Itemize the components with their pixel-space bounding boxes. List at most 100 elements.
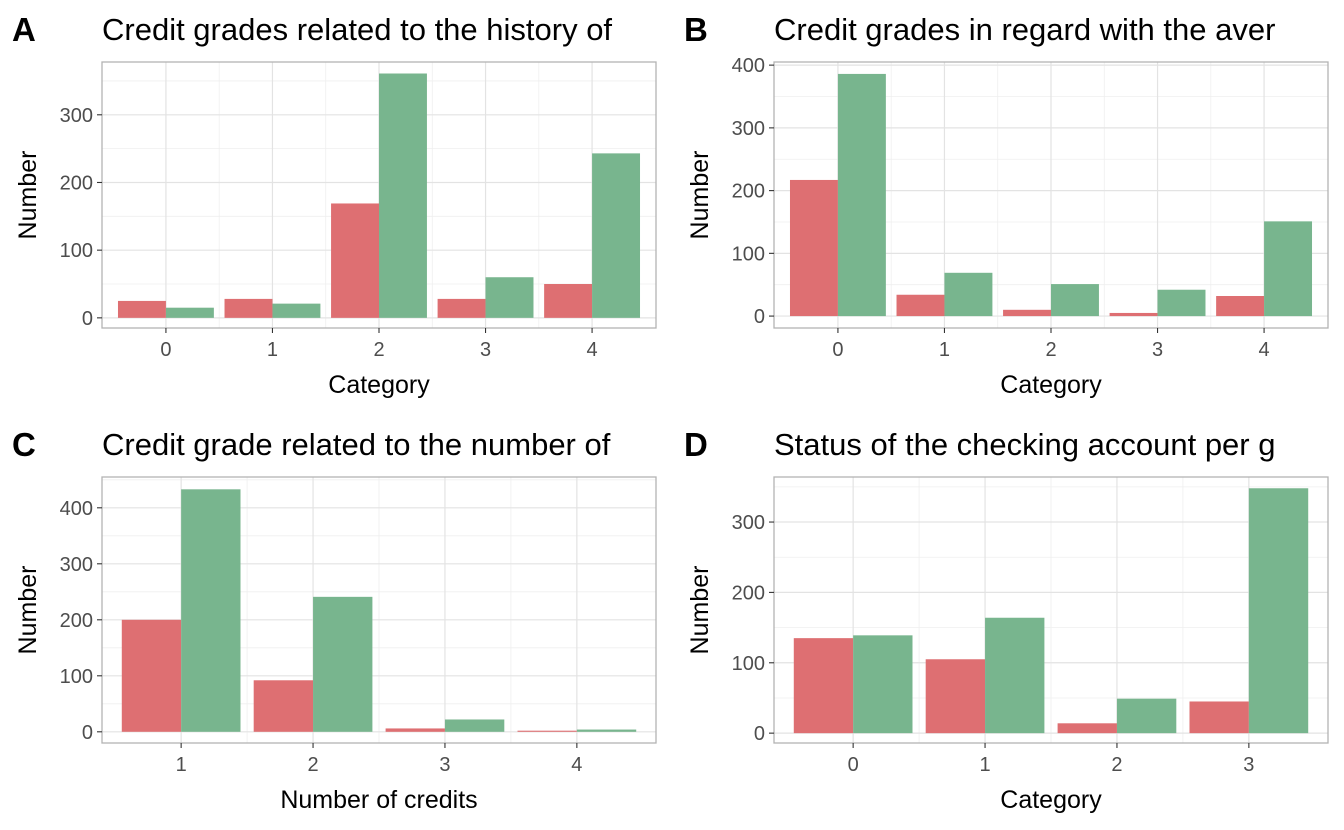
y-tick-label: 400: [732, 55, 765, 77]
bar-chart-svg: Status of the checking account per g 0 100…: [686, 427, 1329, 814]
y-axis-label: Number: [14, 151, 42, 240]
y-axis-label: Number: [686, 151, 714, 240]
x-tick-label: 4: [1259, 339, 1270, 361]
x-tick-label: 1: [267, 339, 278, 361]
x-tick-label: 0: [848, 754, 859, 776]
bar-series-2-2: [379, 73, 427, 318]
bar-series-2-1: [181, 489, 241, 732]
x-tick-label: 2: [1045, 339, 1056, 361]
bar-series-1-1: [224, 298, 273, 318]
y-tick-label: 300: [732, 512, 765, 534]
bar-series-2-1: [944, 272, 993, 317]
bar-series-1-1: [925, 659, 986, 734]
chart-panel-b: B Credit grades in regard with the aver 0…: [672, 0, 1344, 415]
plot-frame: [773, 476, 1329, 744]
bars: [793, 488, 1309, 734]
bar-series-1-4: [1216, 296, 1265, 317]
bars: [789, 73, 1313, 317]
x-tick-label: 0: [160, 339, 171, 361]
bar-series-2-0: [853, 635, 913, 734]
y-tick-label: 300: [732, 118, 765, 140]
x-tick-label: 2: [373, 339, 384, 361]
x-tick-label: 3: [480, 339, 491, 361]
bar-chart-svg: Credit grades related to the history of 0…: [14, 12, 657, 399]
bar-chart-svg: Credit grades in regard with the aver 0 10…: [686, 12, 1329, 399]
x-tick-label: 4: [587, 339, 598, 361]
bar-series-1-0: [789, 179, 838, 317]
bar-series-1-3: [1189, 701, 1249, 734]
chart-panel-c: C Credit grade related to the number of 0…: [0, 415, 672, 830]
bar-series-2-0: [837, 73, 886, 317]
bar-series-1-3: [437, 298, 486, 318]
bar-series-2-4: [1264, 221, 1313, 317]
y-tick-label: 100: [60, 240, 93, 262]
chart-title: Credit grades in regard with the aver: [774, 12, 1275, 47]
bar-series-1-4: [544, 284, 593, 318]
x-axis-label: Category: [328, 371, 430, 399]
bar-series-2-4: [576, 729, 637, 732]
panel-label: B: [684, 11, 708, 48]
y-tick-label: 200: [60, 610, 93, 632]
x-axis-label: Number of credits: [280, 786, 477, 814]
y-tick-label: 300: [60, 105, 93, 127]
chart-title: Status of the checking account per g: [774, 427, 1275, 462]
y-tick-label: 300: [60, 554, 93, 576]
x-tick-label: 3: [439, 754, 450, 776]
y-tick-label: 400: [60, 498, 93, 520]
bar-series-2-2: [1116, 698, 1177, 734]
chart-panel-a: A Credit grades related to the history o…: [0, 0, 672, 415]
x-tick-label: 3: [1152, 339, 1163, 361]
x-tick-label: 3: [1243, 754, 1254, 776]
bar-series-1-0: [117, 300, 166, 318]
bar-series-1-3: [385, 728, 445, 732]
bar-series-1-1: [121, 619, 182, 732]
bar-series-1-2: [253, 680, 314, 732]
x-tick-label: 2: [1111, 754, 1122, 776]
x-axis-label: Category: [1000, 371, 1102, 399]
bar-series-2-2: [1051, 284, 1099, 317]
y-tick-label: 100: [732, 243, 765, 265]
x-tick-label: 2: [307, 754, 318, 776]
bar-series-1-3: [1109, 312, 1158, 317]
x-tick-label: 1: [176, 754, 187, 776]
y-tick-label: 200: [60, 172, 93, 194]
bar-series-1-2: [331, 203, 379, 318]
bar-series-2-3: [1157, 289, 1206, 317]
x-axis-label: Category: [1000, 786, 1102, 814]
y-tick-label: 0: [82, 308, 93, 330]
x-tick-label: 4: [571, 754, 582, 776]
bar-series-2-2: [313, 596, 373, 732]
bar-series-1-2: [1003, 309, 1051, 317]
chart-title: Credit grade related to the number of: [102, 427, 611, 462]
y-tick-label: 0: [754, 723, 765, 745]
bar-series-2-3: [1248, 488, 1309, 734]
y-tick-label: 100: [60, 666, 93, 688]
bars: [121, 489, 637, 732]
bar-series-1-0: [793, 638, 854, 734]
bar-series-2-4: [592, 153, 641, 318]
bar-series-2-1: [272, 303, 321, 318]
bar-chart-svg: Credit grade related to the number of 0 10…: [14, 427, 657, 814]
x-tick-label: 0: [832, 339, 843, 361]
chart-panel-d: D Status of the checking account per g 0 1…: [672, 415, 1344, 830]
panel-label: D: [684, 426, 708, 463]
y-tick-label: 0: [82, 722, 93, 744]
y-tick-label: 200: [732, 582, 765, 604]
bar-series-2-1: [985, 617, 1045, 734]
bar-series-2-3: [444, 719, 505, 732]
panel-label: A: [12, 11, 36, 48]
bar-series-2-3: [485, 277, 534, 318]
bars: [117, 73, 641, 318]
bar-series-2-0: [165, 307, 214, 318]
plot-frame: [101, 476, 657, 744]
y-axis-label: Number: [14, 566, 42, 655]
panel-label: C: [12, 426, 36, 463]
y-axis-label: Number: [686, 566, 714, 655]
y-tick-label: 200: [732, 181, 765, 203]
y-tick-label: 100: [732, 653, 765, 675]
bar-series-1-1: [896, 294, 945, 317]
chart-title: Credit grades related to the history of: [102, 12, 612, 47]
y-tick-label: 0: [754, 306, 765, 328]
bar-series-1-4: [517, 730, 577, 732]
x-tick-label: 1: [979, 754, 990, 776]
